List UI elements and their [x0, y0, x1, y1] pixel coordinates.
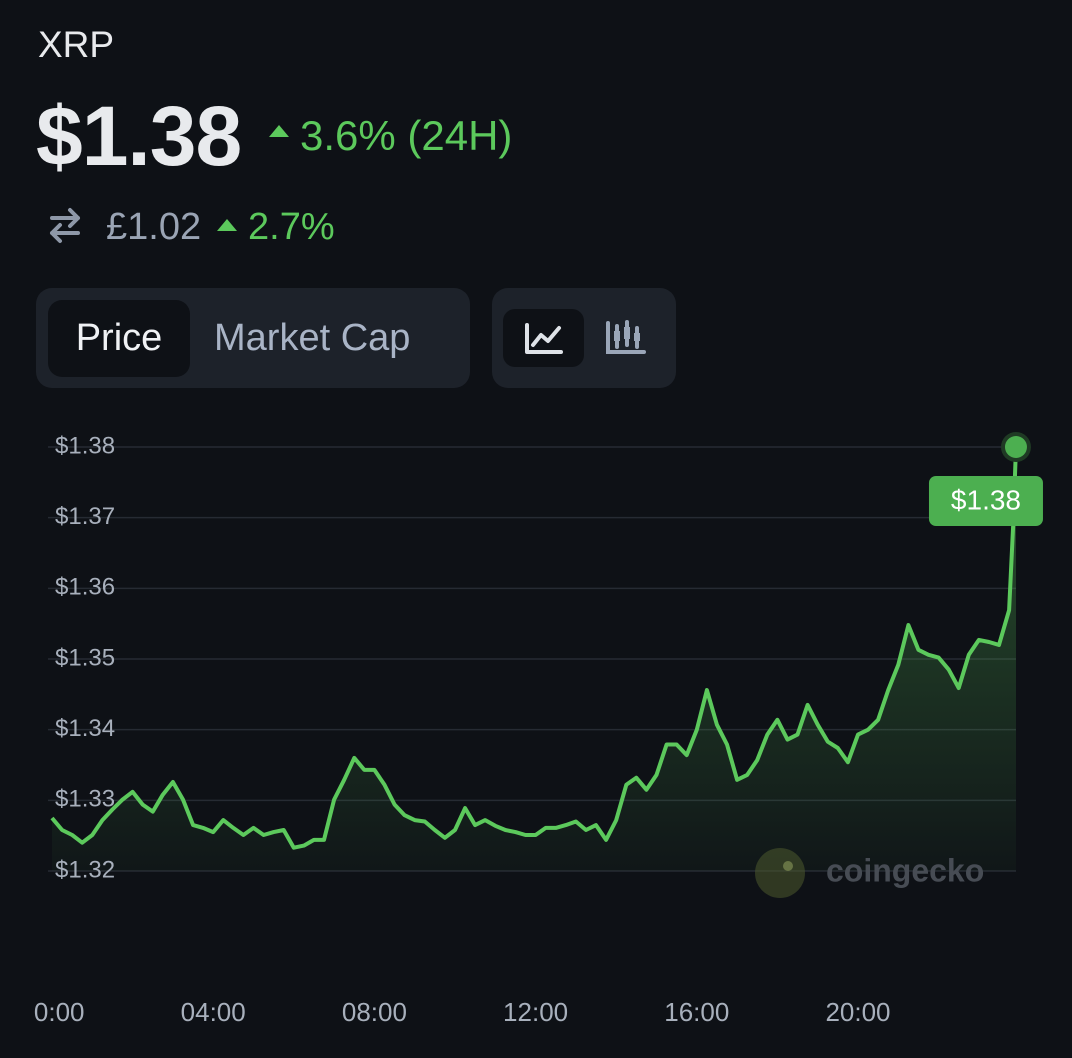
y-tick-label: $1.38	[55, 432, 115, 459]
y-tick-label: $1.36	[55, 574, 115, 601]
x-tick-label: 16:00	[664, 997, 729, 1027]
x-tick-label: 20:00	[825, 997, 890, 1027]
x-tick-label: 08:00	[342, 997, 407, 1027]
area	[52, 447, 1016, 871]
price-line	[50, 446, 1018, 850]
x-tick-label: 04:00	[181, 997, 246, 1027]
x-tick-label: 12:00	[503, 997, 568, 1027]
y-tick-label: $1.34	[55, 715, 115, 742]
up-arrow	[269, 125, 289, 137]
line-chart-button[interactable]	[503, 309, 584, 367]
price-badge-label: $1.38	[951, 484, 1021, 515]
price-badge	[928, 476, 1043, 526]
up-arrow	[217, 219, 237, 231]
alt-change: 2.7%	[248, 206, 335, 248]
watermark-text: coingecko	[826, 852, 984, 888]
tab-price[interactable]: Price	[48, 300, 190, 377]
x-axis: 00:00 04:00 08:00 12:00 16:00 20:00	[19, 997, 891, 1027]
metric-tabs: Price Market Cap	[36, 288, 470, 388]
tab-market-cap[interactable]: Market Cap	[214, 317, 411, 359]
price-change: 3.6% (24H)	[300, 112, 513, 159]
y-tick-label: $1.35	[55, 644, 115, 671]
alt-price: £1.02	[106, 206, 202, 248]
y-tick-label: $1.37	[55, 503, 115, 530]
coin-symbol: XRP	[38, 24, 115, 65]
candle-icon	[606, 320, 646, 354]
line-icon	[525, 323, 563, 354]
candle-chart-button[interactable]	[600, 309, 658, 367]
price: $1.38	[36, 89, 242, 183]
chart-type-tabs	[492, 288, 676, 388]
x-tick-label: 00:00	[19, 997, 84, 1027]
watermark: coingecko	[755, 848, 984, 898]
swap-icon	[50, 208, 80, 243]
y-tick-label: $1.33	[55, 786, 115, 813]
y-tick-label: $1.32	[55, 856, 115, 883]
last-point-dot	[1004, 436, 1027, 458]
